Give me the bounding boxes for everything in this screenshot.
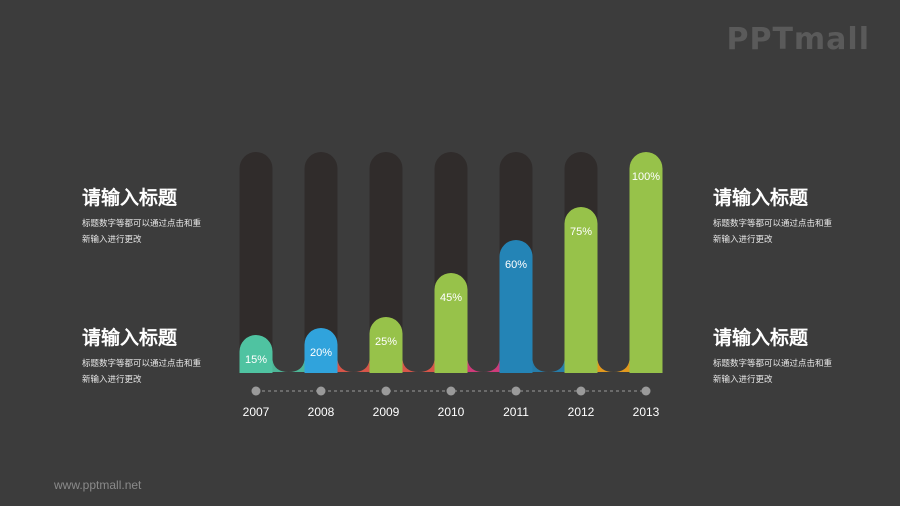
text-block-bottom-left: 请输入标题 标题数字等都可以通过点击和重新输入进行更改 bbox=[82, 326, 222, 388]
data-label-2009: 25% bbox=[375, 336, 397, 348]
bar-connector-4 bbox=[463, 360, 504, 372]
data-label-2008: 20% bbox=[310, 347, 332, 359]
data-label-2010: 45% bbox=[440, 292, 462, 304]
bar-connector-1 bbox=[268, 360, 309, 372]
year-label-2010: 2010 bbox=[438, 405, 465, 419]
bar-connector-6 bbox=[593, 360, 634, 372]
bar-2009 bbox=[369, 317, 403, 373]
year-label-2013: 2013 bbox=[633, 405, 660, 419]
pptmall-logo: PPTmall bbox=[726, 22, 870, 57]
year-label-2011: 2011 bbox=[503, 405, 529, 419]
timeline-dot-2013 bbox=[641, 386, 651, 396]
timeline-dot-2009 bbox=[381, 386, 391, 396]
timeline-dot-2012 bbox=[576, 386, 586, 396]
timeline-dot-2010 bbox=[446, 386, 456, 396]
footer-url: www.pptmall.net bbox=[54, 478, 142, 492]
bar-2011 bbox=[499, 240, 533, 373]
data-label-2007: 15% bbox=[245, 354, 267, 366]
timeline-dot-2011 bbox=[511, 386, 521, 396]
block-description: 标题数字等都可以通过点击和重新输入进行更改 bbox=[82, 219, 202, 245]
text-block-bottom-right: 请输入标题 标题数字等都可以通过点击和重新输入进行更改 bbox=[713, 326, 853, 388]
block-description: 标题数字等都可以通过点击和重新输入进行更改 bbox=[82, 359, 202, 385]
bar-2008 bbox=[304, 328, 338, 373]
year-label-2007: 2007 bbox=[243, 405, 270, 419]
timeline-dot-2008 bbox=[316, 386, 326, 396]
year-label-2012: 2012 bbox=[568, 405, 595, 419]
year-label-2008: 2008 bbox=[308, 405, 335, 419]
bar-track-2009 bbox=[369, 152, 403, 372]
data-label-2013: 100% bbox=[632, 171, 660, 183]
bar-track-2007 bbox=[239, 152, 273, 372]
block-title: 请输入标题 bbox=[713, 327, 809, 349]
bar-track-2008 bbox=[304, 152, 338, 372]
bar-2012 bbox=[564, 207, 598, 373]
block-title: 请输入标题 bbox=[713, 187, 809, 209]
bar-2013 bbox=[629, 152, 663, 373]
year-label-2009: 2009 bbox=[373, 405, 400, 419]
data-label-2011: 60% bbox=[505, 259, 527, 271]
text-block-top-right: 请输入标题 标题数字等都可以通过点击和重新输入进行更改 bbox=[713, 186, 853, 248]
block-title: 请输入标题 bbox=[82, 187, 178, 209]
bar-connector-2 bbox=[333, 360, 374, 372]
bar-connector-3 bbox=[398, 360, 439, 372]
bar-2007 bbox=[239, 335, 273, 373]
bar-connector-5 bbox=[528, 360, 569, 372]
block-description: 标题数字等都可以通过点击和重新输入进行更改 bbox=[713, 359, 833, 385]
timeline-dot-2007 bbox=[251, 386, 261, 396]
bar-2010 bbox=[434, 273, 468, 373]
block-description: 标题数字等都可以通过点击和重新输入进行更改 bbox=[713, 219, 833, 245]
data-label-2012: 75% bbox=[570, 226, 592, 238]
block-title: 请输入标题 bbox=[82, 327, 178, 349]
text-block-top-left: 请输入标题 标题数字等都可以通过点击和重新输入进行更改 bbox=[82, 186, 222, 248]
